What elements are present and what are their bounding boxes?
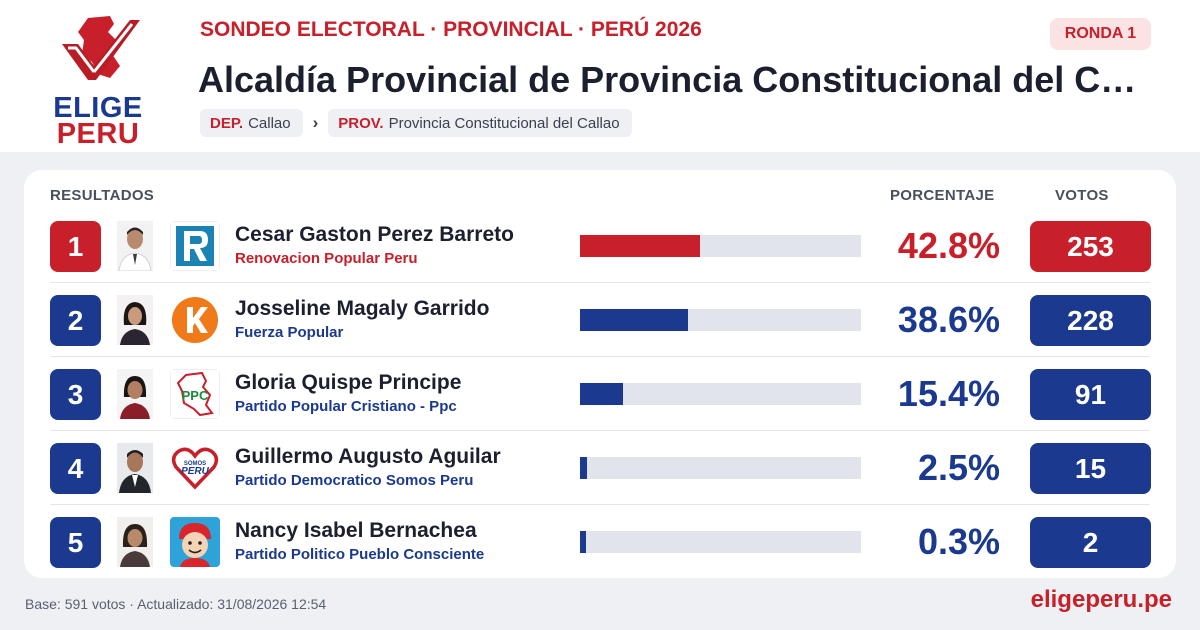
candidate-photo — [117, 295, 153, 345]
rank-badge: 5 — [50, 517, 101, 568]
vote-count-badge: 253 — [1030, 221, 1151, 272]
svg-text:PERU: PERU — [181, 466, 210, 477]
candidate-name: Gloria Quispe Principe — [235, 371, 462, 394]
rank-badge: 4 — [50, 443, 101, 494]
breadcrumb-province[interactable]: PROV. Provincia Constitucional del Calla… — [328, 109, 632, 137]
vote-share-bar-fill — [580, 531, 586, 553]
vote-percentage: 38.6% — [897, 299, 1000, 340]
candidate-row[interactable]: 2 Josseline Magaly Garrido Fuerza Popula… — [24, 283, 1176, 357]
breadcrumb: DEP. Callao › PROV. Provincia Constituci… — [200, 109, 632, 137]
vote-share-bar — [580, 309, 861, 331]
candidate-name: Guillermo Augusto Aguilar — [235, 445, 501, 468]
round-badge: RONDA 1 — [1050, 18, 1151, 50]
vote-share-bar-fill — [580, 309, 689, 331]
breadcrumb-department-key: DEP. — [210, 114, 244, 132]
candidate-row[interactable]: 3 PPC Gloria Quispe Principe Partido Pop… — [24, 357, 1176, 431]
vote-share-bar-fill — [580, 235, 701, 257]
svg-text:PPC: PPC — [182, 388, 209, 403]
page-title: Alcaldía Provincial de Provincia Constit… — [198, 59, 1148, 100]
candidate-name: Nancy Isabel Bernachea — [235, 519, 477, 542]
results-header: RESULTADOS — [50, 187, 155, 204]
vote-share-bar — [580, 235, 861, 257]
candidate-photo — [117, 443, 153, 493]
poll-kicker: SONDEO ELECTORAL · PROVINCIAL · PERÚ 202… — [200, 18, 702, 41]
candidate-party: Renovacion Popular Peru — [235, 250, 418, 267]
check-map-icon — [62, 16, 140, 80]
votes-header: VOTOS — [1055, 187, 1109, 204]
breadcrumb-province-value: Provincia Constitucional del Callao — [388, 114, 620, 132]
breadcrumb-department[interactable]: DEP. Callao — [200, 109, 303, 137]
candidate-row[interactable]: 4 SOMOS PERU Guillermo Augusto Aguilar Pa… — [24, 431, 1176, 505]
row-divider — [50, 282, 1150, 283]
candidate-party: Partido Politico Pueblo Consciente — [235, 546, 485, 563]
candidate-party: Fuerza Popular — [235, 324, 344, 341]
candidate-row[interactable]: 1 Cesar Gaston Perez Barreto Renovacion … — [24, 209, 1176, 283]
svg-text:SOMOS: SOMOS — [184, 461, 206, 467]
vote-percentage: 15.4% — [897, 373, 1000, 414]
candidate-photo — [117, 369, 153, 419]
candidate-photo — [117, 221, 153, 271]
candidate-name: Cesar Gaston Perez Barreto — [235, 223, 514, 246]
candidate-row[interactable]: 5 Nancy Isabel Bernachea Partido Politic… — [24, 505, 1176, 579]
percentage-header: PORCENTAJE — [890, 187, 995, 204]
vote-share-bar-fill — [580, 457, 588, 479]
rank-badge: 2 — [50, 295, 101, 346]
fuerza-popular-logo-icon — [170, 295, 220, 345]
brand-logo[interactable]: ELIGE PERU — [44, 14, 160, 149]
pueblo-consciente-logo-icon — [170, 517, 220, 567]
brand-line1: ELIGE — [53, 92, 143, 124]
ppc-logo-icon: PPC — [170, 369, 220, 419]
vote-percentage: 2.5% — [917, 447, 1000, 488]
row-divider — [50, 356, 1150, 357]
breadcrumb-province-key: PROV. — [338, 114, 384, 132]
row-divider — [50, 430, 1150, 431]
site-link[interactable]: eligeperu.pe — [1030, 586, 1172, 613]
rank-badge: 3 — [50, 369, 101, 420]
candidate-party: Partido Popular Cristiano - Ppc — [235, 398, 457, 415]
rank-badge: 1 — [50, 221, 101, 272]
brand-line2: PERU — [56, 118, 140, 150]
vote-count-badge: 228 — [1030, 295, 1151, 346]
candidate-party: Partido Democratico Somos Peru — [235, 472, 474, 489]
footer-note: Base: 591 votos · Actualizado: 31/08/202… — [25, 596, 327, 612]
candidate-photo — [117, 517, 153, 567]
renovacion-popular-logo-icon — [170, 221, 220, 271]
vote-count-badge: 91 — [1030, 369, 1151, 420]
candidate-name: Josseline Magaly Garrido — [235, 297, 490, 320]
breadcrumb-department-value: Callao — [248, 114, 291, 132]
vote-count-badge: 2 — [1030, 517, 1151, 568]
header: ELIGE PERU SONDEO ELECTORAL · PROVINCIAL… — [0, 0, 1200, 152]
breadcrumb-chevron-icon: › — [312, 113, 319, 132]
somos-peru-logo-icon: SOMOS PERU — [170, 443, 220, 493]
row-divider — [50, 504, 1150, 505]
vote-share-bar — [580, 531, 861, 553]
vote-share-bar-fill — [580, 383, 624, 405]
vote-share-bar — [580, 383, 861, 405]
vote-percentage: 0.3% — [917, 521, 1000, 562]
vote-share-bar — [580, 457, 861, 479]
vote-percentage: 42.8% — [897, 225, 1000, 266]
vote-count-badge: 15 — [1030, 443, 1151, 494]
